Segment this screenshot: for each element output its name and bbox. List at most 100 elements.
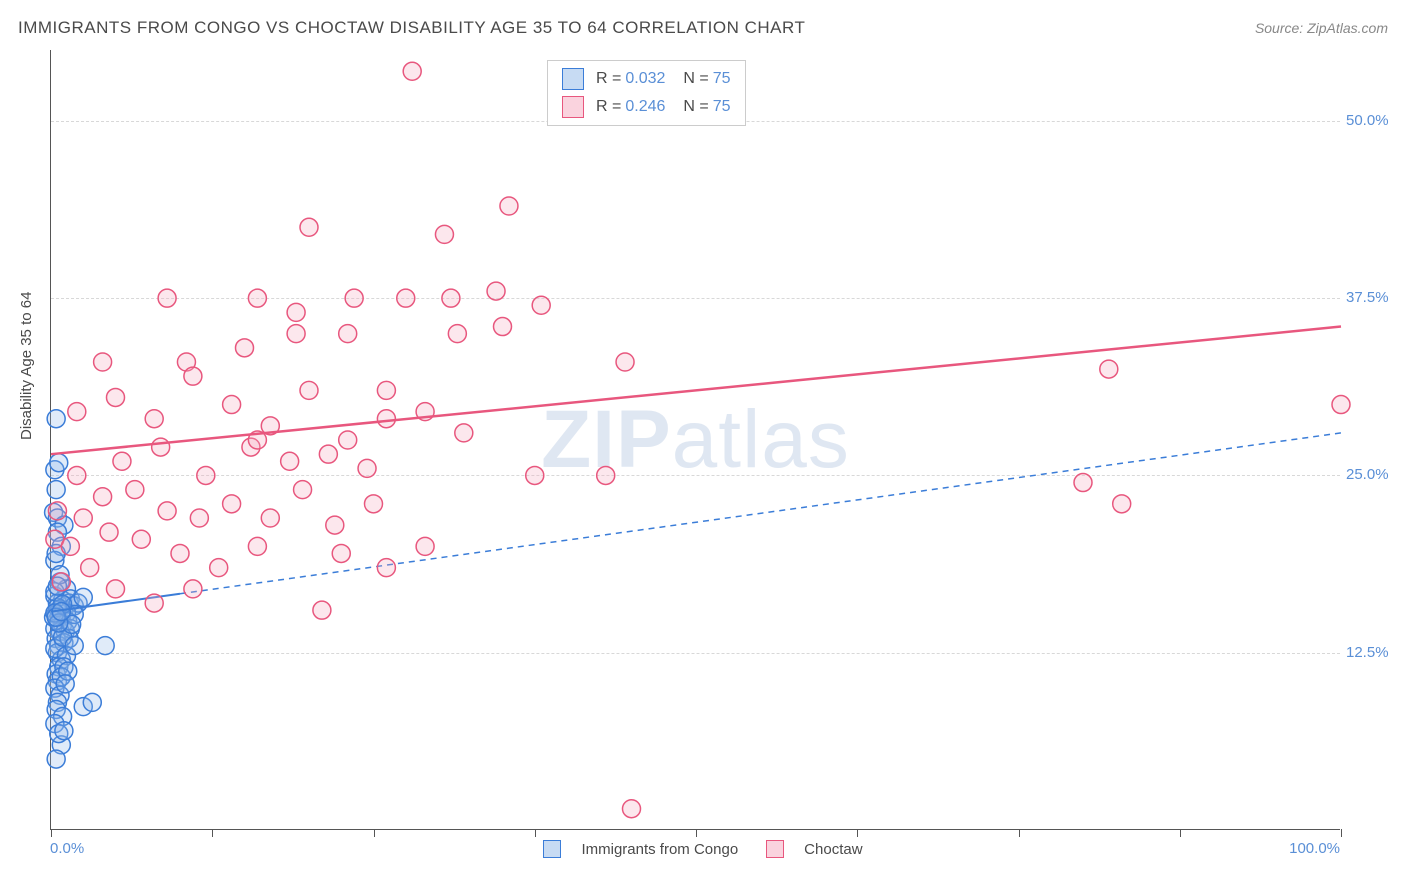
data-point [74, 509, 92, 527]
y-tick-label: 12.5% [1346, 644, 1402, 661]
data-point [223, 495, 241, 513]
data-point [319, 445, 337, 463]
data-point [210, 559, 228, 577]
data-point [152, 438, 170, 456]
data-point [500, 197, 518, 215]
data-point [397, 289, 415, 307]
legend-series: Immigrants from Congo Choctaw [0, 840, 1406, 858]
n-label: N = [683, 98, 708, 116]
r-value-congo: 0.032 [625, 70, 665, 88]
data-point [345, 289, 363, 307]
x-tick [1341, 829, 1342, 837]
data-point [300, 381, 318, 399]
data-point [52, 573, 70, 591]
chart-title: IMMIGRANTS FROM CONGO VS CHOCTAW DISABIL… [18, 18, 805, 38]
data-point [455, 424, 473, 442]
data-point [65, 637, 83, 655]
data-point [377, 410, 395, 428]
data-point [81, 559, 99, 577]
data-point [184, 367, 202, 385]
data-point [68, 466, 86, 484]
data-point [107, 388, 125, 406]
data-point [158, 289, 176, 307]
x-tick [374, 829, 375, 837]
data-point [261, 509, 279, 527]
x-tick [1180, 829, 1181, 837]
data-point [68, 403, 86, 421]
data-point [197, 466, 215, 484]
chart-header: IMMIGRANTS FROM CONGO VS CHOCTAW DISABIL… [18, 18, 1388, 38]
x-tick [857, 829, 858, 837]
data-point [190, 509, 208, 527]
data-point [313, 601, 331, 619]
legend-stats-box: R = 0.032 N = 75 R = 0.246 N = 75 [547, 60, 746, 126]
legend-swatch-choctaw [562, 96, 584, 118]
data-point [339, 325, 357, 343]
data-point [47, 481, 65, 499]
data-point [442, 289, 460, 307]
data-point [145, 410, 163, 428]
data-point [94, 488, 112, 506]
data-point [171, 544, 189, 562]
data-point [50, 454, 68, 472]
data-point [1332, 396, 1350, 414]
chart-plot-area: ZIPatlas 12.5%25.0%37.5%50.0% [50, 50, 1340, 830]
legend-swatch-congo-bottom [543, 840, 561, 858]
legend-swatch-congo [562, 68, 584, 90]
data-point [416, 537, 434, 555]
data-point [377, 381, 395, 399]
r-label: R = [596, 70, 621, 88]
scatter-svg [51, 50, 1340, 829]
data-point [56, 675, 74, 693]
data-point [597, 466, 615, 484]
data-point [55, 722, 73, 740]
data-point [365, 495, 383, 513]
data-point [494, 318, 512, 336]
data-point [184, 580, 202, 598]
data-point [616, 353, 634, 371]
data-point [100, 523, 118, 541]
data-point [623, 800, 641, 818]
legend-stats-row-2: R = 0.246 N = 75 [548, 93, 745, 121]
data-point [94, 353, 112, 371]
r-label: R = [596, 98, 621, 116]
data-point [339, 431, 357, 449]
legend-stats-row-1: R = 0.032 N = 75 [548, 65, 745, 93]
data-point [236, 339, 254, 357]
data-point [61, 537, 79, 555]
legend-label-choctaw: Choctaw [804, 841, 862, 858]
data-point [48, 502, 66, 520]
legend-swatch-choctaw-bottom [766, 840, 784, 858]
data-point [1100, 360, 1118, 378]
y-tick-label: 50.0% [1346, 112, 1402, 129]
data-point [96, 637, 114, 655]
x-tick [212, 829, 213, 837]
data-point [294, 481, 312, 499]
y-tick-label: 37.5% [1346, 289, 1402, 306]
data-point [532, 296, 550, 314]
trend-line-dashed [180, 433, 1341, 594]
n-label: N = [683, 70, 708, 88]
x-tick [535, 829, 536, 837]
data-point [158, 502, 176, 520]
x-tick [51, 829, 52, 837]
r-value-choctaw: 0.246 [625, 98, 665, 116]
data-point [1113, 495, 1131, 513]
data-point [487, 282, 505, 300]
data-point [448, 325, 466, 343]
data-point [83, 693, 101, 711]
data-point [132, 530, 150, 548]
y-tick-label: 25.0% [1346, 466, 1402, 483]
data-point [403, 62, 421, 80]
y-axis-label: Disability Age 35 to 64 [18, 292, 35, 440]
data-point [126, 481, 144, 499]
data-point [47, 410, 65, 428]
data-point [107, 580, 125, 598]
data-point [74, 588, 92, 606]
data-point [248, 289, 266, 307]
legend-item-congo: Immigrants from Congo [543, 840, 738, 858]
chart-source: Source: ZipAtlas.com [1255, 20, 1388, 36]
data-point [1074, 474, 1092, 492]
data-point [248, 537, 266, 555]
data-point [435, 225, 453, 243]
